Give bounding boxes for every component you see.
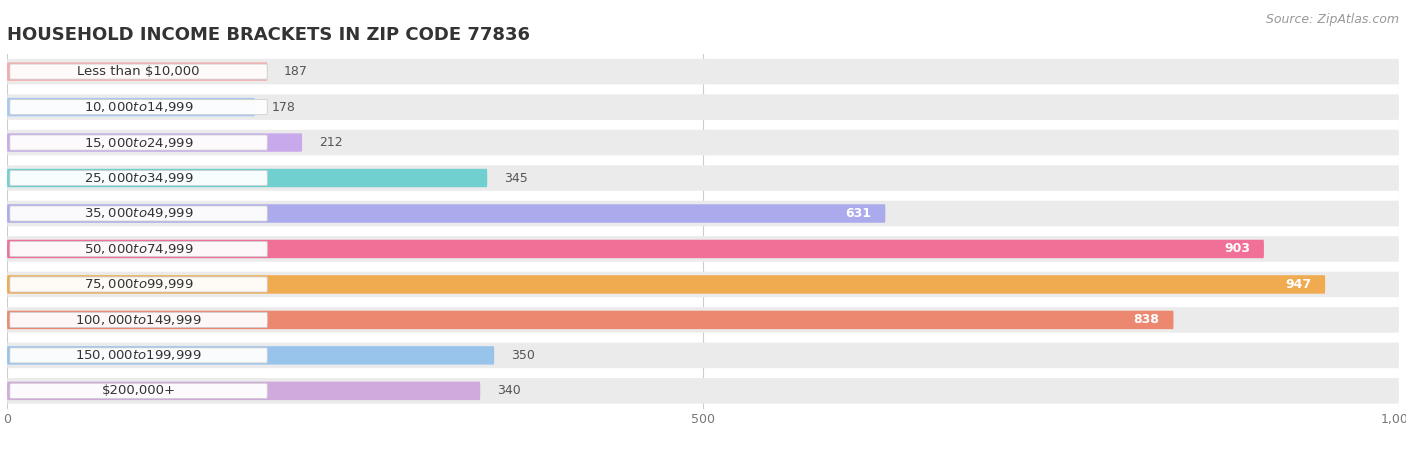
Text: $35,000 to $49,999: $35,000 to $49,999 bbox=[84, 207, 194, 220]
FancyBboxPatch shape bbox=[7, 382, 481, 400]
FancyBboxPatch shape bbox=[7, 165, 1399, 191]
FancyBboxPatch shape bbox=[7, 346, 495, 365]
Text: $75,000 to $99,999: $75,000 to $99,999 bbox=[84, 277, 194, 291]
FancyBboxPatch shape bbox=[10, 206, 267, 221]
Text: 178: 178 bbox=[271, 101, 295, 114]
Text: $15,000 to $24,999: $15,000 to $24,999 bbox=[84, 136, 194, 150]
FancyBboxPatch shape bbox=[7, 94, 1399, 120]
FancyBboxPatch shape bbox=[7, 311, 1174, 329]
FancyBboxPatch shape bbox=[10, 348, 267, 363]
FancyBboxPatch shape bbox=[7, 240, 1264, 258]
FancyBboxPatch shape bbox=[7, 62, 267, 81]
FancyBboxPatch shape bbox=[7, 272, 1399, 297]
FancyBboxPatch shape bbox=[7, 275, 1326, 294]
Text: Source: ZipAtlas.com: Source: ZipAtlas.com bbox=[1265, 13, 1399, 26]
Text: 947: 947 bbox=[1285, 278, 1312, 291]
Text: Less than $10,000: Less than $10,000 bbox=[77, 65, 200, 78]
FancyBboxPatch shape bbox=[7, 59, 1399, 84]
FancyBboxPatch shape bbox=[7, 236, 1399, 262]
FancyBboxPatch shape bbox=[10, 135, 267, 150]
Text: $150,000 to $199,999: $150,000 to $199,999 bbox=[76, 348, 202, 362]
FancyBboxPatch shape bbox=[10, 277, 267, 292]
Text: 345: 345 bbox=[503, 172, 527, 185]
Text: $25,000 to $34,999: $25,000 to $34,999 bbox=[84, 171, 194, 185]
FancyBboxPatch shape bbox=[10, 171, 267, 185]
Text: 838: 838 bbox=[1133, 313, 1160, 326]
FancyBboxPatch shape bbox=[10, 313, 267, 327]
Text: 631: 631 bbox=[845, 207, 872, 220]
FancyBboxPatch shape bbox=[10, 64, 267, 79]
FancyBboxPatch shape bbox=[7, 130, 1399, 155]
FancyBboxPatch shape bbox=[7, 378, 1399, 404]
FancyBboxPatch shape bbox=[10, 242, 267, 256]
Text: 340: 340 bbox=[496, 384, 520, 397]
Text: $200,000+: $200,000+ bbox=[101, 384, 176, 397]
FancyBboxPatch shape bbox=[10, 383, 267, 398]
Text: $10,000 to $14,999: $10,000 to $14,999 bbox=[84, 100, 194, 114]
Text: 903: 903 bbox=[1225, 242, 1250, 255]
Text: 187: 187 bbox=[284, 65, 308, 78]
FancyBboxPatch shape bbox=[7, 204, 886, 223]
FancyBboxPatch shape bbox=[10, 100, 267, 114]
Text: $50,000 to $74,999: $50,000 to $74,999 bbox=[84, 242, 194, 256]
FancyBboxPatch shape bbox=[7, 133, 302, 152]
FancyBboxPatch shape bbox=[7, 343, 1399, 368]
FancyBboxPatch shape bbox=[7, 307, 1399, 333]
Text: HOUSEHOLD INCOME BRACKETS IN ZIP CODE 77836: HOUSEHOLD INCOME BRACKETS IN ZIP CODE 77… bbox=[7, 26, 530, 44]
FancyBboxPatch shape bbox=[7, 98, 254, 116]
Text: $100,000 to $149,999: $100,000 to $149,999 bbox=[76, 313, 202, 327]
FancyBboxPatch shape bbox=[7, 201, 1399, 226]
FancyBboxPatch shape bbox=[7, 169, 488, 187]
Text: 212: 212 bbox=[319, 136, 343, 149]
Text: 350: 350 bbox=[510, 349, 534, 362]
